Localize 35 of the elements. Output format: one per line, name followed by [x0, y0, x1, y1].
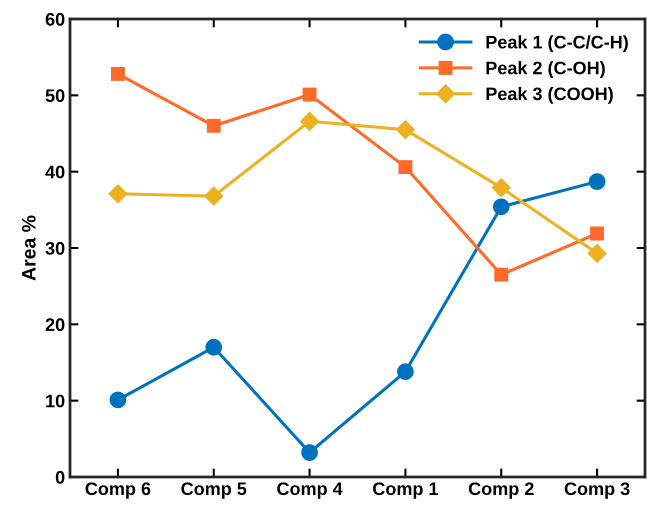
y-tick-label: 60: [46, 12, 64, 26]
point: [302, 88, 317, 102]
point: [108, 184, 128, 204]
point: [588, 173, 606, 190]
x-tick-label: Comp 3: [564, 482, 630, 499]
point: [396, 120, 415, 140]
point: [204, 186, 224, 206]
x-tick-label: Comp 5: [181, 482, 246, 499]
x-tick-label: Comp 4: [277, 482, 343, 499]
legend-label: Peak 2 (C-OH): [486, 61, 605, 78]
x-tick-label: Comp 1: [373, 482, 438, 499]
point: [205, 338, 222, 356]
y-tick-label: 20: [46, 318, 64, 332]
point: [492, 198, 510, 216]
y-tick-label: 10: [46, 394, 64, 408]
y-axis-title: Area %: [22, 216, 36, 280]
point: [492, 178, 511, 198]
point: [206, 118, 221, 133]
point: [588, 244, 607, 263]
point: [110, 67, 125, 81]
point: [590, 226, 604, 240]
y-tick-label: 40: [45, 166, 64, 178]
legend-label: Peak 1 (C-C/C-H): [486, 35, 628, 52]
point: [300, 112, 320, 131]
point: [301, 444, 318, 461]
legend-label: Peak 3 (COOH): [486, 86, 613, 104]
x-tick-label: Comp 6: [86, 482, 150, 499]
point: [494, 268, 508, 282]
point: [398, 160, 412, 174]
y-tick-label: 50: [46, 89, 64, 102]
y-tick-label: 0: [56, 470, 64, 484]
y-tick-label: 30: [45, 242, 64, 255]
point: [110, 392, 126, 408]
x-tick-label: Comp 2: [468, 482, 534, 499]
point: [397, 363, 414, 380]
